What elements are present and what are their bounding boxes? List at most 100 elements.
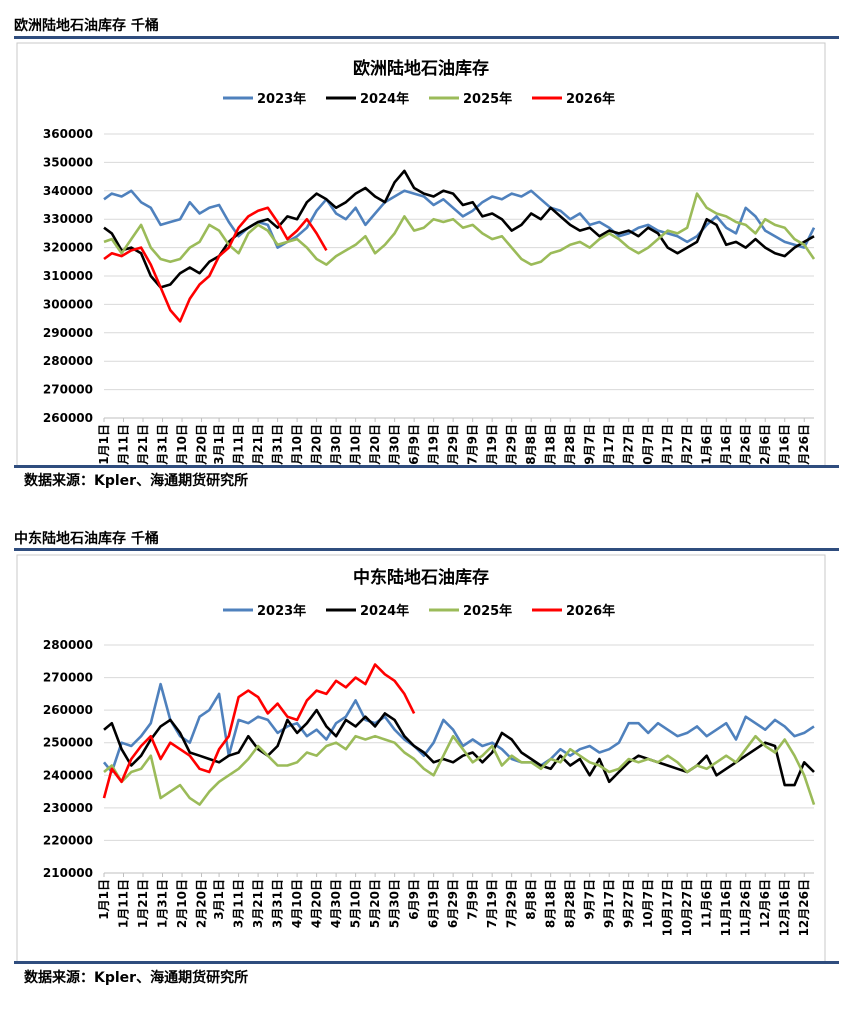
header-rule bbox=[14, 36, 839, 39]
x-tick-label: 1月11日 bbox=[117, 424, 131, 467]
x-tick-label: 3月21日 bbox=[251, 879, 265, 928]
x-tick-label: 12月26日 bbox=[797, 879, 811, 936]
x-tick-label: 5月10日 bbox=[349, 879, 363, 928]
panel-header-middle-east: 中东陆地石油库存 千桶 bbox=[14, 531, 159, 547]
y-tick-label: 250000 bbox=[43, 736, 93, 750]
y-tick-label: 340000 bbox=[43, 184, 93, 198]
legend-label: 2025年 bbox=[463, 603, 512, 619]
x-tick-label: 4月10日 bbox=[290, 879, 304, 928]
x-tick-label: 5月30日 bbox=[388, 424, 402, 467]
legend-label: 2024年 bbox=[360, 91, 409, 107]
x-tick-label: 11月26日 bbox=[739, 424, 753, 467]
legend-item: 2025年 bbox=[429, 91, 512, 107]
y-tick-label: 330000 bbox=[43, 212, 93, 226]
y-tick-label: 360000 bbox=[43, 127, 93, 141]
x-tick-label: 9月7日 bbox=[583, 424, 597, 465]
y-tick-label: 240000 bbox=[43, 768, 93, 782]
y-tick-label: 350000 bbox=[43, 155, 93, 169]
legend-label: 2023年 bbox=[257, 603, 306, 619]
x-tick-label: 8月28日 bbox=[563, 424, 577, 467]
footer-rule bbox=[14, 961, 839, 964]
y-tick-label: 300000 bbox=[43, 297, 93, 311]
y-tick-label: 290000 bbox=[43, 326, 93, 340]
x-tick-label: 12月16日 bbox=[778, 879, 792, 936]
chart-frame bbox=[16, 42, 826, 467]
y-tick-label: 280000 bbox=[43, 638, 93, 652]
x-tick-label: 7月9日 bbox=[466, 879, 480, 920]
x-tick-label: 8月28日 bbox=[563, 879, 577, 928]
x-tick-label: 9月17日 bbox=[602, 424, 616, 467]
legend-item: 2023年 bbox=[223, 91, 306, 107]
middle-east-inventory-chart: 中东陆地石油库存 2023年 2024年 2025年 2026年 210000 220000… bbox=[16, 554, 826, 964]
x-tick-label: 1月31日 bbox=[156, 424, 170, 467]
x-tick-label: 3月31日 bbox=[271, 879, 285, 928]
legend-item: 2023年 bbox=[223, 603, 306, 619]
x-tick-label: 4月20日 bbox=[310, 424, 324, 467]
x-tick-label: 3月31日 bbox=[271, 424, 285, 467]
x-tick-label: 8月8日 bbox=[524, 424, 538, 465]
legend-item: 2024年 bbox=[326, 91, 409, 107]
x-tick-label: 10月7日 bbox=[641, 424, 655, 467]
legend-label: 2026年 bbox=[566, 91, 615, 107]
x-tick-label: 11月6日 bbox=[700, 879, 714, 928]
x-tick-label: 5月20日 bbox=[368, 424, 382, 467]
x-tick-label: 1月1日 bbox=[97, 424, 111, 465]
series-line-2023年 bbox=[102, 682, 815, 774]
x-tick-label: 12月26日 bbox=[797, 424, 811, 467]
x-tick-label: 5月10日 bbox=[349, 424, 363, 467]
x-tick-label: 1月1日 bbox=[97, 879, 111, 920]
x-tick-label: 11月26日 bbox=[739, 879, 753, 936]
series-line-2025年 bbox=[103, 192, 816, 266]
x-tick-label: 12月6日 bbox=[758, 424, 772, 467]
x-tick-label: 4月30日 bbox=[329, 879, 343, 928]
legend-item: 2026年 bbox=[532, 91, 615, 107]
x-tick-label: 5月20日 bbox=[368, 879, 382, 928]
y-tick-label: 270000 bbox=[43, 671, 93, 685]
x-tick-label: 6月19日 bbox=[427, 424, 441, 467]
y-tick-label: 230000 bbox=[43, 801, 93, 815]
chart-title: 欧洲陆地石油库存 bbox=[353, 58, 489, 79]
series-line-2026年 bbox=[103, 206, 328, 323]
y-tick-label: 260000 bbox=[43, 411, 93, 425]
x-tick-label: 4月30日 bbox=[329, 424, 343, 467]
y-tick-label: 280000 bbox=[43, 354, 93, 368]
x-tick-label: 3月1日 bbox=[212, 879, 226, 920]
legend-label: 2026年 bbox=[566, 603, 615, 619]
chart-title: 中东陆地石油库存 bbox=[353, 567, 489, 588]
x-tick-label: 1月31日 bbox=[156, 879, 170, 928]
footer-rule bbox=[14, 465, 839, 468]
legend-item: 2024年 bbox=[326, 603, 409, 619]
panel-header-europe: 欧洲陆地石油库存 千桶 bbox=[14, 18, 159, 34]
x-tick-label: 11月16日 bbox=[719, 879, 733, 936]
x-tick-label: 6月29日 bbox=[446, 424, 460, 467]
x-tick-label: 7月9日 bbox=[466, 424, 480, 465]
series-line-2025年 bbox=[103, 734, 816, 806]
y-tick-label: 220000 bbox=[43, 833, 93, 847]
y-tick-label: 320000 bbox=[43, 241, 93, 255]
x-tick-label: 8月18日 bbox=[544, 879, 558, 928]
legend-label: 2023年 bbox=[257, 91, 306, 107]
y-tick-label: 260000 bbox=[43, 703, 93, 717]
x-tick-label: 10月27日 bbox=[680, 879, 694, 936]
x-tick-label: 7月29日 bbox=[505, 879, 519, 928]
series-line-2026年 bbox=[102, 663, 416, 799]
x-tick-label: 2月20日 bbox=[195, 424, 209, 467]
x-tick-label: 9月27日 bbox=[622, 424, 636, 467]
x-tick-label: 11月16日 bbox=[719, 424, 733, 467]
source-note: 数据来源：Kpler、海通期货研究所 bbox=[24, 970, 249, 986]
x-tick-label: 8月18日 bbox=[544, 424, 558, 467]
legend-item: 2026年 bbox=[532, 603, 615, 619]
x-tick-label: 2月10日 bbox=[175, 424, 189, 467]
x-tick-label: 6月29日 bbox=[446, 879, 460, 928]
x-tick-label: 5月30日 bbox=[388, 879, 402, 928]
legend-item: 2025年 bbox=[429, 603, 512, 619]
x-tick-label: 10月17日 bbox=[661, 424, 675, 467]
x-tick-label: 3月11日 bbox=[232, 424, 246, 467]
x-tick-label: 9月7日 bbox=[583, 879, 597, 920]
x-tick-label: 10月7日 bbox=[641, 879, 655, 928]
x-tick-label: 2月10日 bbox=[175, 879, 189, 928]
y-tick-label: 210000 bbox=[43, 866, 93, 880]
x-tick-label: 12月16日 bbox=[778, 424, 792, 467]
x-tick-label: 9月17日 bbox=[602, 879, 616, 928]
x-tick-label: 3月1日 bbox=[212, 424, 226, 465]
